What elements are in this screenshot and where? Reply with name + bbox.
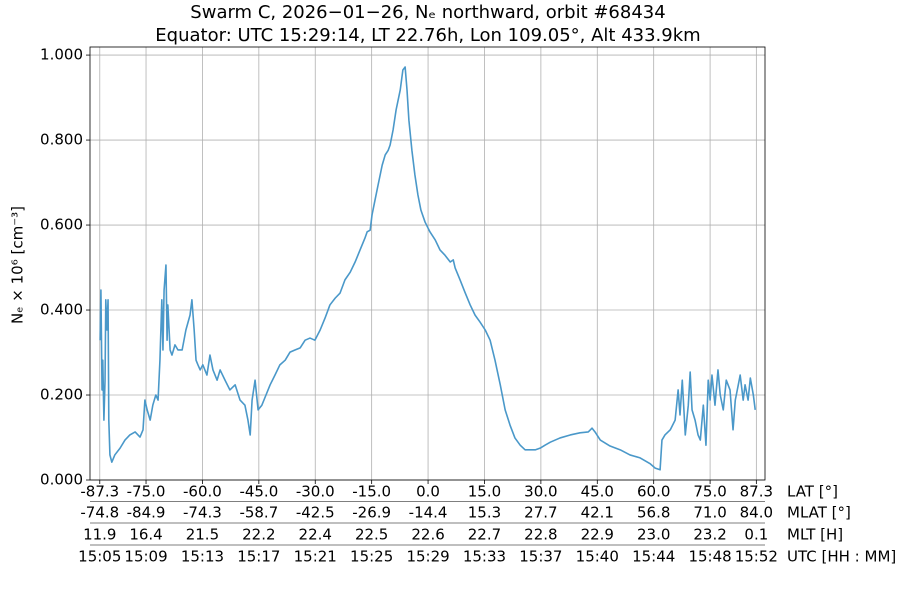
x-row-label: 22.2 [242, 526, 275, 544]
chart-subtitle: Equator: UTC 15:29:14, LT 22.76h, Lon 10… [155, 25, 700, 46]
x-row-label: 56.8 [637, 504, 670, 522]
x-row-label: 23.0 [637, 526, 670, 544]
x-tick-label: -30.0 [296, 483, 335, 501]
x-row-name: UTC [HH : MM] [787, 548, 896, 566]
y-tick-label: 0.200 [40, 386, 83, 404]
x-row-label: -84.9 [127, 504, 166, 522]
x-row-label: 15:29 [406, 548, 449, 566]
x-row-label: 22.6 [411, 526, 444, 544]
x-row-label: 15:33 [463, 548, 506, 566]
x-row-label: 27.7 [524, 504, 557, 522]
chart-title: Swarm C, 2026−01−26, Nₑ northward, orbit… [190, 2, 665, 23]
x-row-label: 84.0 [740, 504, 773, 522]
x-row-label: 22.7 [468, 526, 501, 544]
x-row-label: 11.9 [83, 526, 116, 544]
x-row-label: 15:21 [294, 548, 337, 566]
x-row-label: 15:44 [632, 548, 675, 566]
x-row-label: 15:09 [124, 548, 167, 566]
y-tick-label: 0.800 [40, 131, 83, 149]
x-tick-label: 87.3 [740, 483, 773, 501]
x-row-label: 22.4 [299, 526, 332, 544]
y-tick-label: 0.000 [40, 471, 83, 489]
x-tick-label: -60.0 [183, 483, 222, 501]
x-row-label: -74.3 [183, 504, 222, 522]
x-tick-label: 45.0 [581, 483, 614, 501]
x-row-label: 42.1 [581, 504, 614, 522]
x-tick-label: -15.0 [352, 483, 391, 501]
data-line [99, 66, 757, 471]
x-row-name: MLT [H] [787, 526, 843, 544]
x-row-label: 15:05 [78, 548, 121, 566]
x-axis-label: LAT [°] [787, 483, 838, 501]
x-row-label: 71.0 [693, 504, 726, 522]
x-row-label: -58.7 [239, 504, 278, 522]
plot-frame [89, 46, 766, 481]
x-row-label: 15.3 [468, 504, 501, 522]
x-row-label: -74.8 [80, 504, 119, 522]
x-row-label: 16.4 [129, 526, 162, 544]
x-row-label: 0.1 [744, 526, 768, 544]
x-row-label: 15:25 [350, 548, 393, 566]
x-row-label: 23.2 [693, 526, 726, 544]
x-row-label: 15:13 [181, 548, 224, 566]
x-tick-label: -75.0 [127, 483, 166, 501]
x-row-name: MLAT [°] [787, 504, 851, 522]
x-row-label: 15:40 [576, 548, 619, 566]
x-tick-label: -45.0 [239, 483, 278, 501]
x-tick-label: -87.3 [80, 483, 119, 501]
x-row-label: 15:48 [688, 548, 731, 566]
x-row-label: 15:52 [735, 548, 778, 566]
y-tick-label: 1.000 [40, 46, 83, 64]
x-tick-label: 0.0 [416, 483, 440, 501]
y-tick-label: 0.400 [40, 301, 83, 319]
y-axis-label: Nₑ × 10⁶ [cm⁻³] [9, 206, 27, 324]
x-tick-label: 60.0 [637, 483, 670, 501]
x-row-label: -26.9 [352, 504, 391, 522]
x-tick-label: 30.0 [524, 483, 557, 501]
x-row-label: -14.4 [409, 504, 448, 522]
x-row-label: 22.9 [581, 526, 614, 544]
x-row-label: 15:17 [237, 548, 280, 566]
x-row-label: 21.5 [186, 526, 219, 544]
x-tick-label: 15.0 [468, 483, 501, 501]
x-row-label: 22.8 [524, 526, 557, 544]
x-row-label: -42.5 [296, 504, 335, 522]
x-row-label: 15:37 [519, 548, 562, 566]
x-tick-label: 75.0 [693, 483, 726, 501]
x-row-label: 22.5 [355, 526, 388, 544]
y-tick-label: 0.600 [40, 216, 83, 234]
